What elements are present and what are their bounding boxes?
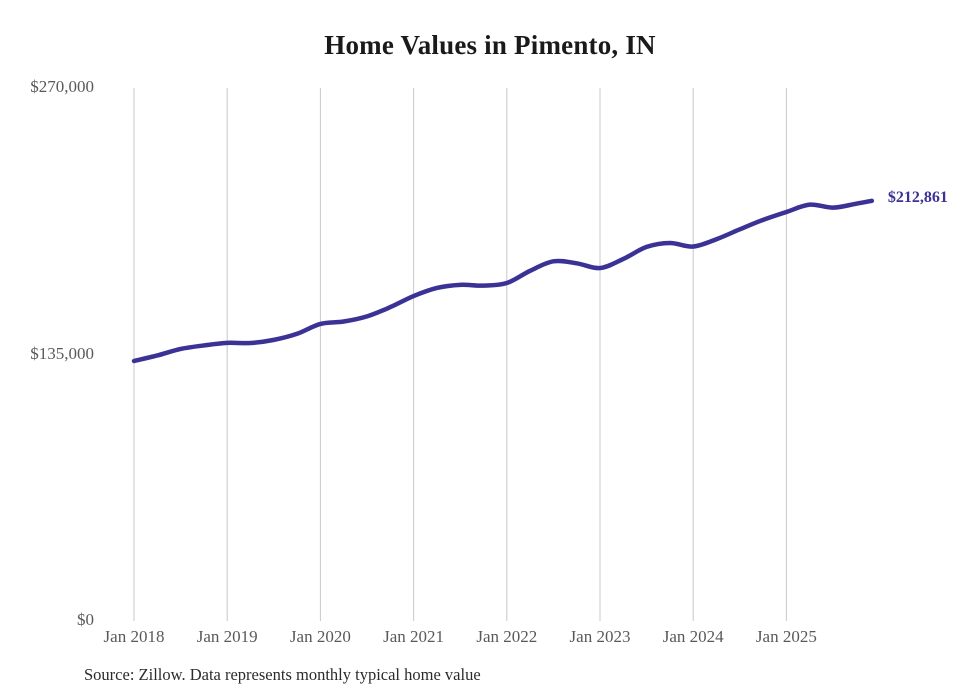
y-tick-label: $270,000 [30,77,94,96]
home-value-line-series [131,198,875,364]
x-tick-label: Jan 2020 [289,627,351,646]
x-tick-label: Jan 2023 [569,627,631,646]
gridlines [133,88,787,621]
x-tick-label: Jan 2022 [476,627,538,646]
x-tick-label: Jan 2025 [755,627,817,646]
source-note: Source: Zillow. Data represents monthly … [84,665,481,684]
x-tick-label: Jan 2021 [383,627,445,646]
x-tick-label: Jan 2019 [196,627,258,646]
y-tick-label: $0 [77,610,94,629]
series-end-value-label: $212,861 [887,188,948,206]
y-tick-label: $135,000 [30,343,94,363]
x-tick-label: Jan 2018 [103,627,165,646]
x-tick-label: Jan 2024 [662,627,724,646]
page-title: Home Values in Pimento, IN [324,30,656,60]
